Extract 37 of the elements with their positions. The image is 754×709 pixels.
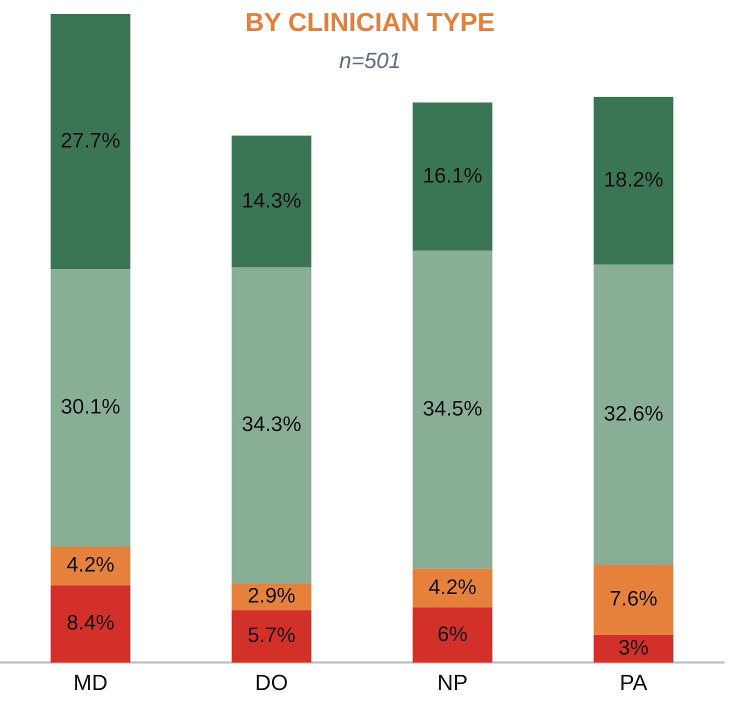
data-label: 3%: [618, 636, 649, 660]
bar: [50, 546, 130, 586]
data-label: 34.5%: [422, 398, 482, 420]
bar: [232, 610, 312, 663]
bar: [50, 269, 130, 547]
bar: [594, 634, 674, 663]
data-label: 5.7%: [248, 624, 296, 648]
bar: [594, 264, 674, 565]
data-label: 7.6%: [610, 588, 658, 611]
x-tick-label: PA: [620, 670, 648, 695]
bar: [50, 14, 130, 270]
bar: [50, 585, 130, 663]
data-label: 27.7%: [60, 129, 120, 152]
x-tick-label: NP: [437, 670, 468, 695]
data-label: 34.3%: [242, 413, 302, 436]
bar: [412, 250, 492, 569]
data-label: 6%: [437, 622, 468, 646]
bar: [412, 102, 492, 251]
x-tick-label: MD: [73, 670, 108, 695]
data-label: 8.4%: [66, 612, 114, 635]
data-label: 4.2%: [66, 554, 114, 577]
bar: [594, 96, 674, 265]
chart-title: BY CLINICIAN TYPE: [245, 7, 495, 38]
data-label: 4.2%: [428, 576, 476, 599]
bar: [232, 267, 312, 584]
data-label: 16.1%: [422, 164, 482, 188]
text: n=501: [339, 48, 401, 74]
bar: [412, 607, 492, 663]
bar: [594, 564, 674, 635]
bar: [232, 136, 312, 268]
x-tick-label: DO: [255, 670, 288, 695]
data-label: 32.6%: [604, 402, 664, 426]
data-label: 18.2%: [604, 168, 664, 192]
bar: [412, 568, 492, 608]
data-label: 2.9%: [248, 584, 296, 608]
data-label: 30.1%: [60, 396, 120, 419]
data-label: 14.3%: [242, 189, 302, 212]
